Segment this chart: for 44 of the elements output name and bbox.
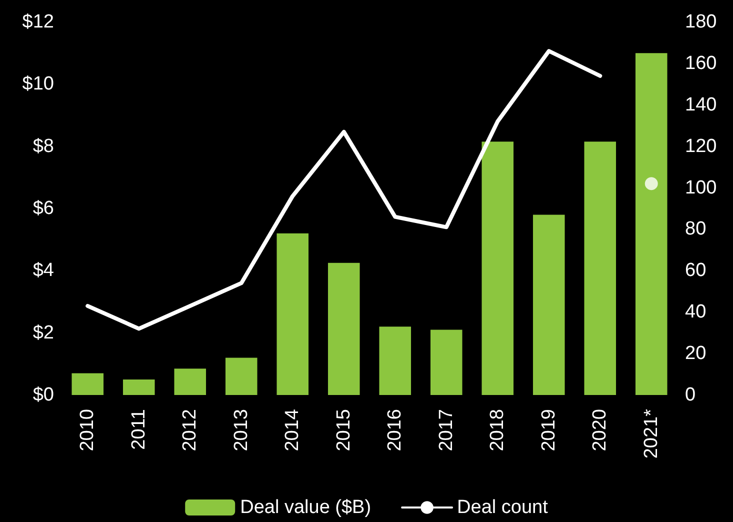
y2-tick-label: 20 — [685, 343, 706, 364]
x-tick-label: 2018 — [487, 409, 508, 452]
x-tick-label: 2013 — [230, 409, 252, 452]
legend-label: Deal value ($B) — [240, 497, 372, 518]
y-tick-label: $6 — [32, 198, 54, 219]
bar — [328, 262, 360, 395]
x-tick-label: 2012 — [180, 409, 201, 452]
bar — [482, 142, 514, 395]
bar — [174, 368, 206, 395]
y-tick-label: $0 — [32, 384, 54, 406]
line-series — [86, 49, 602, 331]
x-tick-label: 2021* — [640, 408, 662, 459]
y2-tick-label: 140 — [685, 94, 717, 116]
bar — [225, 358, 258, 395]
legend-label: Deal count — [457, 497, 549, 518]
bar — [430, 330, 462, 395]
y-tick-label: $10 — [22, 74, 54, 95]
y2-tick-label: 0 — [685, 384, 696, 406]
y2-tick-label: 100 — [685, 177, 717, 198]
y-tick-label: $4 — [32, 260, 54, 282]
y2-tick-label: 60 — [685, 260, 706, 282]
bar — [379, 326, 412, 395]
y-tick-label: $12 — [22, 12, 54, 32]
bar — [72, 373, 104, 395]
y2-tick-label: 120 — [685, 136, 717, 157]
bar — [584, 142, 616, 395]
y-tick-label: $8 — [32, 136, 54, 157]
bar — [276, 233, 309, 395]
y2-tick-label: 80 — [685, 218, 706, 240]
bar — [635, 53, 668, 395]
bar — [532, 214, 565, 395]
bar — [122, 379, 155, 395]
y2-tick-label: 180 — [685, 12, 717, 32]
x-tick-label: 2010 — [77, 409, 98, 452]
x-tick-label: 2015 — [333, 409, 354, 452]
x-tick-label: 2016 — [384, 409, 406, 452]
x-tick-label: 2011 — [128, 409, 150, 450]
x-tick-label: 2019 — [538, 409, 560, 452]
x-tick-label: 2020 — [590, 409, 611, 452]
y2-tick-label: 160 — [685, 52, 717, 74]
y-tick-label: $2 — [32, 322, 54, 344]
y2-tick-label: 40 — [685, 302, 706, 323]
x-tick-label: 2017 — [436, 409, 457, 452]
x-tick-label: 2014 — [282, 408, 304, 452]
